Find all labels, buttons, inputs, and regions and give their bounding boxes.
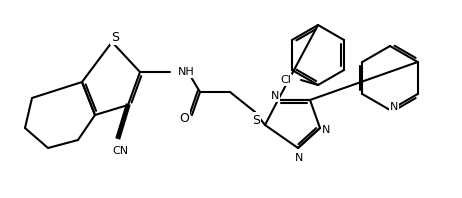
Text: S: S	[111, 30, 119, 44]
Text: Cl: Cl	[280, 75, 291, 85]
Text: NH: NH	[178, 67, 195, 77]
Text: N: N	[271, 91, 279, 101]
Text: CN: CN	[112, 146, 128, 156]
Text: O: O	[179, 111, 189, 125]
Text: N: N	[390, 102, 398, 112]
Text: N: N	[295, 153, 303, 163]
Text: S: S	[252, 113, 260, 127]
Text: N: N	[322, 125, 330, 135]
